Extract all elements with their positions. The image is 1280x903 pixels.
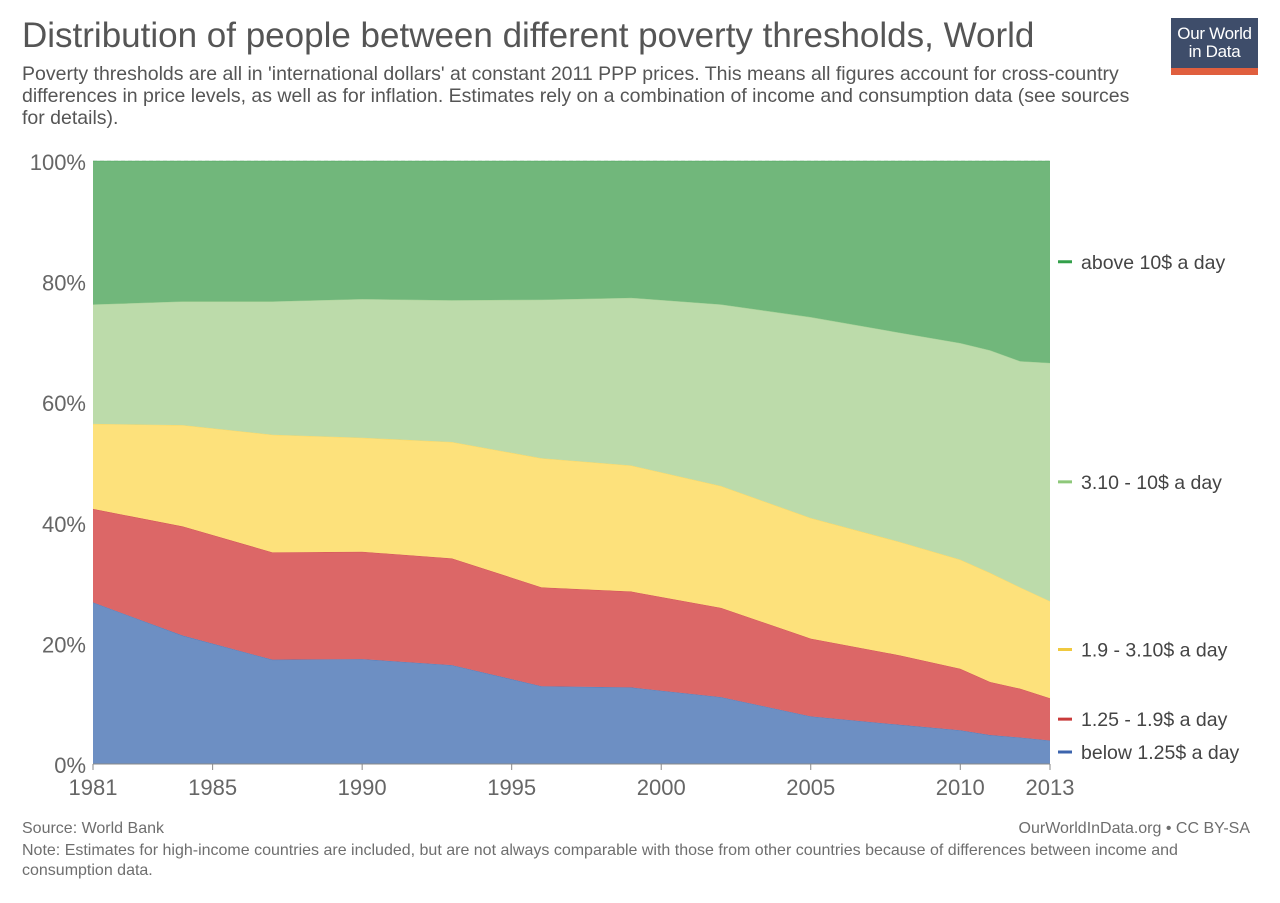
legend-label: 1.9 - 3.10$ a day bbox=[1081, 639, 1228, 661]
source-note[interactable]: Source: World Bank bbox=[22, 820, 164, 837]
area-series-3 bbox=[93, 297, 1050, 602]
y-tick-label: 100% bbox=[30, 150, 86, 175]
area-series-2 bbox=[93, 423, 1050, 699]
x-tick-label: 1990 bbox=[338, 775, 387, 800]
chart-subtitle: Poverty thresholds are all in 'internati… bbox=[22, 63, 1130, 129]
legend-label: above 10$ a day bbox=[1081, 252, 1225, 274]
x-tick-label: 2013 bbox=[1026, 775, 1075, 800]
license-note[interactable]: OurWorldInData.org • CC BY-SA bbox=[1018, 820, 1250, 837]
x-tick-label: 2005 bbox=[786, 775, 835, 800]
chart-areas bbox=[92, 160, 1051, 764]
stacked-area-chart: 0% 20% 40% 60% 80% 100% 1981 1985 1990 1995 2000 2… bbox=[30, 150, 1240, 800]
y-tick-label: 0% bbox=[54, 753, 86, 778]
logo-line-2: in Data bbox=[1188, 42, 1241, 61]
area-series-1 bbox=[93, 508, 1050, 741]
y-tick-label: 60% bbox=[42, 391, 86, 416]
footnote: Note: Estimates for high-income countrie… bbox=[22, 842, 1178, 879]
y-tick-label: 40% bbox=[42, 512, 86, 537]
logo-accent-bar bbox=[1171, 68, 1258, 75]
legend-label: below 1.25$ a day bbox=[1081, 742, 1240, 764]
y-tick-label: 20% bbox=[42, 632, 86, 657]
logo-line-1: Our World bbox=[1177, 24, 1252, 43]
x-tick-label: 1985 bbox=[188, 775, 237, 800]
y-axis: 0% 20% 40% 60% 80% 100% bbox=[30, 150, 86, 778]
x-tick-label: 1995 bbox=[487, 775, 536, 800]
chart-title: Distribution of people between different… bbox=[22, 16, 1035, 55]
area-series-0 bbox=[93, 602, 1050, 764]
owid-logo[interactable]: Our World in Data bbox=[1171, 18, 1258, 75]
legend-label: 3.10 - 10$ a day bbox=[1081, 472, 1222, 494]
y-tick-label: 80% bbox=[42, 271, 86, 296]
area-series-edge-0 bbox=[92, 602, 1051, 741]
x-tick-label: 1981 bbox=[69, 775, 118, 800]
x-tick-label: 2010 bbox=[936, 775, 985, 800]
area-series-4 bbox=[93, 161, 1050, 363]
x-axis: 1981 1985 1990 1995 2000 2005 2010 2013 bbox=[69, 763, 1075, 800]
legend-label: 1.25 - 1.9$ a day bbox=[1081, 709, 1228, 731]
x-tick-label: 2000 bbox=[637, 775, 686, 800]
chart-legend: below 1.25$ a day 1.25 - 1.9$ a day 1.9 - … bbox=[1058, 252, 1240, 764]
